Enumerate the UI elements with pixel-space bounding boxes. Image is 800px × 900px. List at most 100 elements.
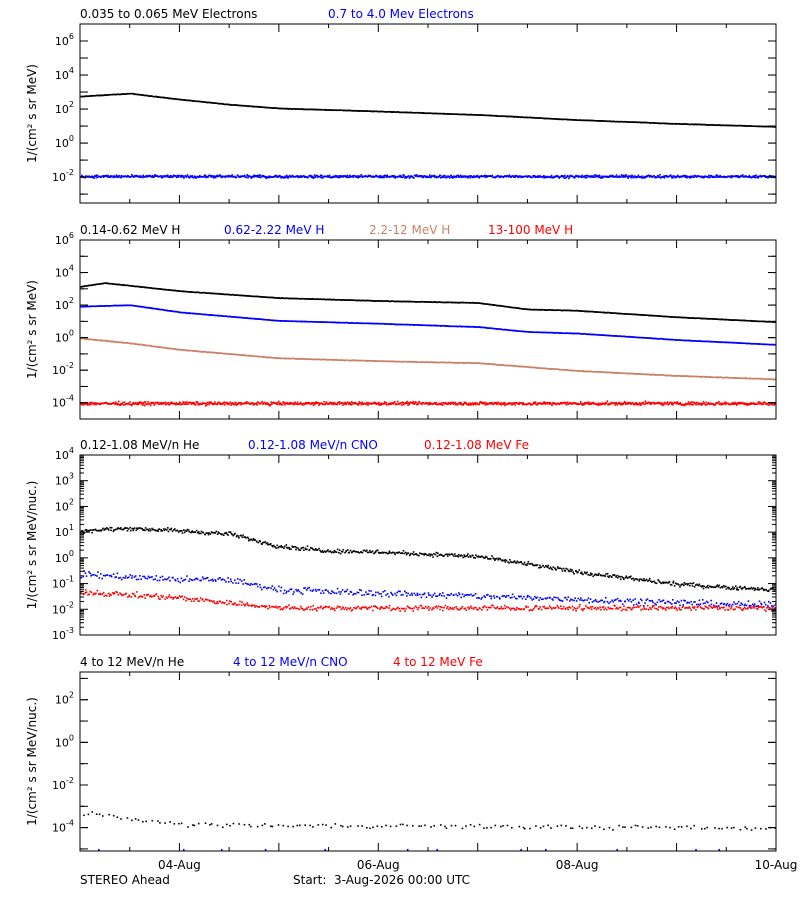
data-point — [577, 370, 580, 372]
data-point — [388, 323, 391, 325]
data-point — [93, 177, 96, 179]
data-point — [310, 320, 312, 323]
data-point — [136, 175, 138, 177]
data-point — [585, 333, 587, 335]
data-point — [516, 365, 518, 368]
data-point — [613, 335, 615, 337]
data-point — [638, 336, 641, 339]
data-point — [552, 309, 555, 312]
data-point — [571, 175, 573, 177]
data-point — [465, 176, 467, 178]
data-point — [265, 319, 267, 321]
data-point — [207, 101, 210, 104]
data-point — [321, 358, 323, 361]
data-point — [111, 283, 113, 285]
data-point — [248, 175, 250, 178]
plot-area-2 — [80, 282, 776, 407]
data-point — [100, 282, 103, 285]
data-point — [532, 331, 535, 333]
data-point — [581, 119, 583, 122]
data-point — [656, 122, 659, 125]
data-point — [498, 175, 501, 178]
data-point — [140, 343, 143, 346]
data-point — [693, 123, 696, 126]
data-point — [601, 334, 604, 336]
data-point — [752, 378, 755, 380]
data-point — [108, 305, 110, 307]
data-point — [145, 344, 148, 347]
data-point — [569, 118, 572, 121]
data-point — [608, 175, 611, 178]
data-point — [300, 176, 302, 178]
data-point — [470, 302, 473, 304]
data-point — [534, 366, 536, 369]
data-point — [236, 294, 239, 296]
data-point — [375, 174, 378, 177]
data-point — [123, 401, 126, 404]
data-point — [548, 368, 551, 370]
data-point — [102, 94, 105, 96]
data-point — [121, 401, 124, 404]
data-point — [458, 302, 460, 304]
data-point — [665, 175, 667, 177]
data-point — [188, 175, 190, 178]
data-point — [755, 343, 758, 345]
data-point — [432, 301, 434, 303]
data-point — [91, 338, 94, 341]
data-point — [183, 349, 186, 351]
data-point — [497, 115, 500, 117]
data-point — [160, 288, 163, 290]
data-point — [246, 105, 249, 107]
data-point — [669, 338, 672, 341]
data-point — [425, 176, 428, 179]
data-point — [653, 175, 655, 177]
data-point — [341, 321, 343, 324]
data-point — [663, 374, 665, 376]
data-point — [418, 301, 421, 303]
data-point — [514, 115, 517, 118]
data-point — [297, 358, 300, 360]
data-point — [740, 124, 742, 127]
data-point — [152, 402, 155, 404]
data-point — [250, 354, 252, 357]
data-point — [190, 312, 192, 315]
data-point — [408, 323, 411, 326]
data-point — [703, 340, 705, 342]
data-point — [335, 176, 338, 178]
data-point — [208, 351, 210, 353]
data-point — [572, 176, 574, 178]
data-point — [199, 175, 201, 177]
data-point — [638, 121, 641, 123]
data-point — [220, 352, 222, 354]
data-point — [174, 348, 177, 350]
data-point — [479, 114, 482, 116]
data-point — [763, 378, 765, 380]
data-point — [668, 374, 671, 377]
data-point — [188, 176, 191, 179]
data-point — [581, 310, 583, 312]
data-point — [321, 321, 323, 323]
data-point — [135, 305, 137, 307]
data-point — [554, 332, 557, 334]
data-point — [277, 176, 280, 178]
data-point — [593, 174, 595, 177]
data-point — [549, 309, 552, 311]
data-point — [486, 327, 488, 329]
data-point — [132, 175, 134, 178]
data-point — [431, 112, 434, 115]
data-point — [719, 341, 722, 343]
data-point — [297, 298, 299, 300]
data-point — [313, 176, 315, 179]
data-point — [97, 94, 99, 97]
data-point — [369, 174, 372, 177]
data-point — [419, 361, 421, 363]
data-point — [192, 403, 195, 405]
data-point — [422, 301, 425, 303]
data-point — [386, 176, 388, 178]
data-point — [196, 312, 198, 315]
data-point — [556, 331, 558, 334]
data-point — [607, 120, 609, 123]
data-point — [719, 376, 721, 379]
data-point — [421, 176, 423, 179]
